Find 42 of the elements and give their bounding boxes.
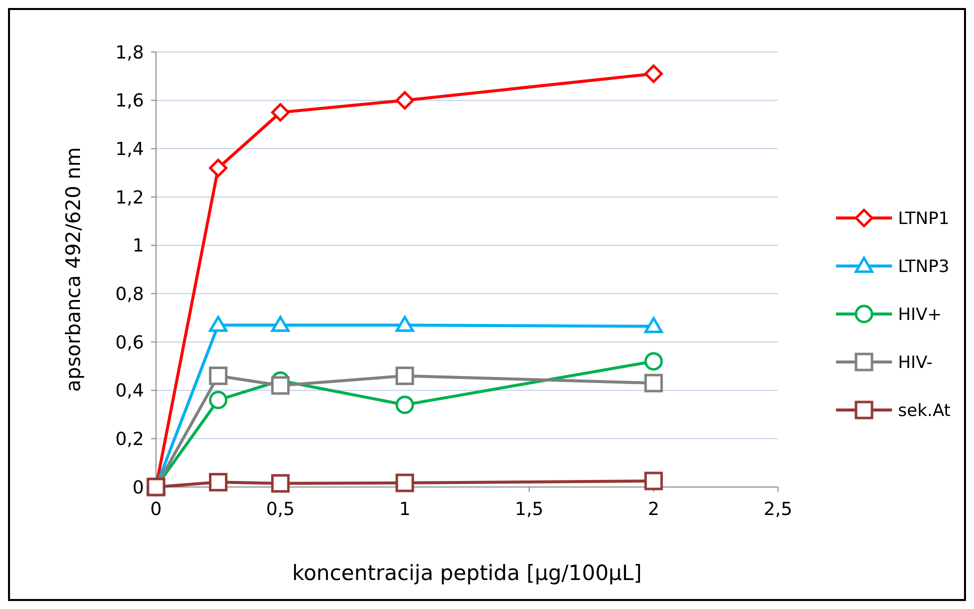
x-tick-label: 2 (648, 499, 660, 520)
x-tick-label: 1 (399, 499, 411, 520)
point (271, 474, 290, 493)
y-tick-label: 0 (132, 477, 144, 498)
point (396, 474, 414, 492)
y-tick-label: 1,6 (115, 90, 144, 112)
x-tick-label: 1,5 (514, 499, 544, 520)
legend-label: sek.At (898, 400, 951, 421)
point (208, 316, 228, 332)
point (271, 316, 290, 332)
y-tick-label: 1,4 (115, 138, 144, 160)
point (271, 376, 290, 395)
point (271, 103, 290, 122)
x-axis-title: koncentracija peptida [µg/100µL] (292, 561, 642, 585)
x-tick-label: 0,5 (266, 499, 295, 520)
point (396, 91, 414, 110)
legend-label: HIV- (898, 352, 933, 373)
point (396, 316, 414, 332)
legend-label: HIV+ (898, 304, 942, 325)
point (208, 158, 228, 178)
point (644, 317, 663, 334)
y-tick-label: 1,2 (115, 187, 144, 208)
point (644, 64, 663, 83)
point (396, 396, 414, 414)
point (644, 472, 663, 490)
y-tick-label: 1 (132, 236, 144, 257)
x-tick-label: 2,5 (764, 499, 792, 520)
point (208, 390, 228, 410)
y-axis-title: apsorbanca 492/620 nm (61, 147, 85, 392)
point (644, 374, 663, 392)
point (208, 472, 228, 492)
x-tick-label: 0 (150, 499, 162, 520)
point (208, 366, 228, 386)
y-tick-label: 0,2 (115, 428, 144, 450)
point (396, 366, 414, 386)
legend-label: LTNP3 (898, 256, 950, 277)
y-tick-label: 0,8 (115, 284, 144, 305)
y-tick-label: 0,4 (115, 380, 144, 402)
legend-label: LTNP1 (898, 208, 950, 229)
y-tick-label: 1,8 (115, 42, 144, 64)
point (644, 352, 663, 371)
y-tick-label: 0,6 (115, 332, 144, 354)
